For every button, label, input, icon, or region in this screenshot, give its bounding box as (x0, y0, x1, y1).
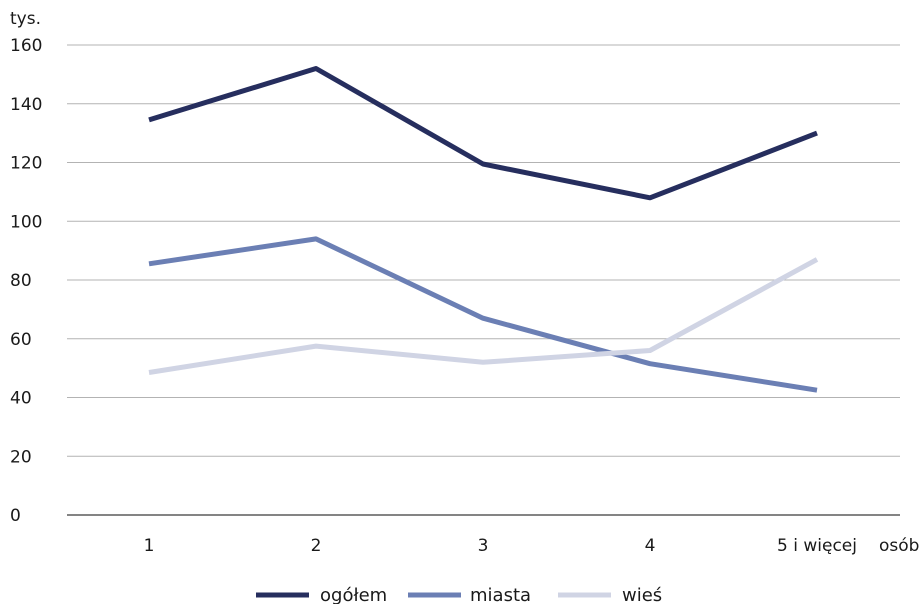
series-lines (148, 66, 819, 393)
x-tick-label: 5 i więcej (777, 536, 857, 556)
y-tick-label: 140 (10, 95, 42, 115)
series-line-2 (148, 257, 819, 375)
legend-label-0: ogółem (320, 585, 387, 604)
x-tick-label: 2 (311, 536, 322, 556)
y-axis-ticks: 0 20 40 60 80 100 120 140 160 (10, 36, 42, 526)
x-unit-label: osób (879, 536, 919, 556)
y-tick-label: 20 (10, 447, 32, 467)
y-tick-label: 40 (10, 389, 32, 409)
series-line-0 (148, 66, 818, 201)
y-tick-label: 0 (10, 506, 21, 526)
grid (67, 44, 900, 516)
series-line-1 (148, 236, 818, 393)
y-tick-label: 80 (10, 271, 32, 291)
y-tick-label: 60 (10, 330, 32, 350)
legend-label-1: miasta (470, 585, 531, 604)
y-tick-label: 100 (10, 212, 42, 232)
y-unit-label: tys. (10, 9, 41, 29)
x-tick-label: 3 (478, 536, 489, 556)
legend: ogółem miasta wieś (256, 585, 662, 604)
x-tick-label: 1 (144, 536, 155, 556)
y-tick-label: 120 (10, 154, 42, 174)
y-tick-label: 160 (10, 36, 42, 56)
legend-label-2: wieś (622, 585, 662, 604)
x-axis-ticks: 1 2 3 4 5 i więcej (144, 536, 857, 556)
x-tick-label: 4 (645, 536, 656, 556)
